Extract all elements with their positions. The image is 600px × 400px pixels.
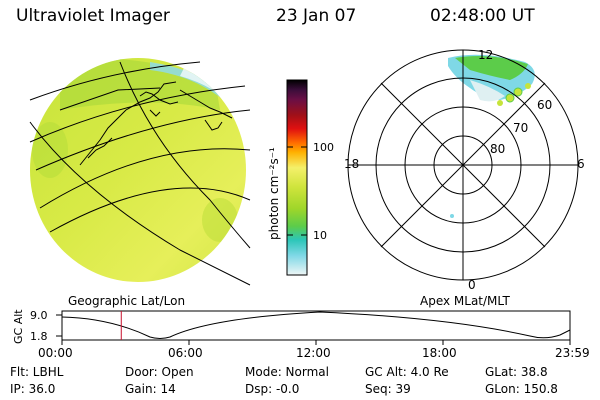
mlt-label-6: 6 — [577, 157, 585, 171]
door-info: Door: Open — [125, 365, 194, 379]
colorbar-unit-label: photon cm⁻²s⁻¹ — [267, 147, 281, 240]
observation-date: 23 Jan 07 — [276, 6, 357, 26]
time-tick-0000: 00:00 — [38, 346, 73, 360]
lat-label-80: 80 — [490, 142, 505, 156]
apex-caption: Apex MLat/MLT — [420, 294, 510, 308]
glon-info: GLon: 150.8 — [485, 382, 558, 396]
polar-plot — [347, 49, 579, 281]
time-tick-2359: 23:59 — [555, 346, 590, 360]
mlt-label-12: 12 — [478, 48, 493, 62]
colorbar — [286, 79, 308, 276]
dsp-info: Dsp: -0.0 — [245, 382, 300, 396]
uv-earth-disc — [30, 58, 246, 282]
mlt-label-0: 0 — [468, 278, 476, 292]
colorbar-tick-100: 100 — [313, 141, 334, 154]
lat-label-70: 70 — [513, 121, 528, 135]
altitude-tick-9: 9.0 — [30, 309, 48, 322]
filter-info: Flt: LBHL — [10, 365, 64, 379]
colorbar-tick-10: 10 — [313, 229, 327, 242]
time-tick-1800: 18:00 — [422, 346, 457, 360]
sequence-info: Seq: 39 — [365, 382, 411, 396]
gc-alt-info: GC Alt: 4.0 Re — [365, 365, 449, 379]
time-tick-0600: 06:00 — [168, 346, 203, 360]
mode-info: Mode: Normal — [245, 365, 329, 379]
altitude-plot — [56, 310, 571, 345]
mlt-label-18: 18 — [344, 157, 359, 171]
ip-info: IP: 36.0 — [10, 382, 56, 396]
lat-label-60: 60 — [537, 98, 552, 112]
time-tick-1200: 12:00 — [296, 346, 331, 360]
altitude-tick-1-8: 1.8 — [30, 330, 48, 343]
geographic-caption: Geographic Lat/Lon — [68, 294, 186, 308]
altitude-axis-label: GC Alt — [12, 309, 25, 344]
gain-info: Gain: 14 — [125, 382, 176, 396]
glat-info: GLat: 38.8 — [485, 365, 548, 379]
coastline-outline — [79, 81, 233, 166]
observation-time: 02:48:00 UT — [430, 6, 535, 26]
instrument-title: Ultraviolet Imager — [16, 6, 170, 26]
